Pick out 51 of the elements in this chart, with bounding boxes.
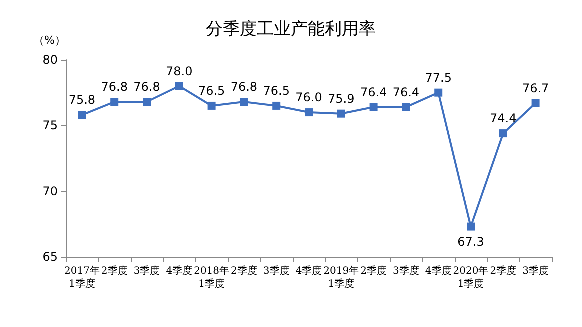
data-label: 74.4 — [490, 112, 517, 126]
point — [467, 222, 475, 231]
point — [337, 110, 346, 118]
data-label: 76.8 — [230, 80, 258, 94]
point — [175, 82, 184, 90]
point — [434, 88, 443, 97]
chart-title: 分季度工业产能利用率 — [206, 20, 376, 40]
point — [110, 98, 119, 106]
point — [402, 103, 410, 112]
x-tick-label: 4季度 — [166, 265, 193, 277]
x-tick-label: 3季度 — [393, 265, 420, 277]
data-label: 76.5 — [198, 84, 226, 98]
x-tick-label: 2季度 — [231, 265, 258, 277]
y-tick-label: 65 — [42, 250, 58, 264]
y-tick-label: 70 — [42, 184, 58, 198]
x-tick-label: 2020年 1季度 — [453, 265, 489, 290]
y-tick-label: 80 — [42, 53, 58, 67]
point — [305, 108, 313, 117]
data-label: 76.0 — [296, 90, 322, 105]
data-label: 78.0 — [166, 64, 193, 78]
x-tick-label: 2017年 1季度 — [64, 265, 100, 290]
x-tick-label: 3季度 — [263, 265, 290, 277]
data-label: 76.5 — [263, 84, 290, 98]
x-tick-label: 2季度 — [490, 265, 517, 277]
data-label: 75.8 — [68, 93, 96, 108]
data-label: 76.4 — [360, 85, 388, 100]
x-tick-label: 2018年 1季度 — [194, 265, 230, 290]
point — [143, 98, 151, 106]
x-tick-label: 3季度 — [134, 265, 160, 277]
data-label: 76.4 — [392, 85, 420, 100]
point — [240, 98, 248, 106]
x-tick-label: 2019年 1季度 — [324, 265, 360, 290]
point — [499, 130, 508, 138]
data-label: 76.7 — [522, 81, 550, 96]
data-label: 77.5 — [425, 70, 452, 85]
x-tick-label: 2季度 — [101, 265, 128, 277]
x-tick-label: 2季度 — [360, 265, 387, 277]
data-label: 67.3 — [458, 234, 484, 249]
data-label: 75.9 — [328, 92, 355, 106]
data-label: 76.8 — [101, 80, 128, 94]
y-tick-label: 75 — [42, 118, 58, 133]
y-axis-title: （%） — [34, 34, 66, 47]
point — [532, 99, 540, 108]
point — [272, 102, 281, 110]
point — [78, 111, 86, 120]
x-tick-label: 3季度 — [522, 265, 549, 277]
point — [370, 103, 378, 112]
x-tick-label: 4季度 — [296, 265, 322, 277]
data-label: 76.8 — [134, 80, 160, 94]
x-tick-label: 4季度 — [425, 265, 452, 277]
point — [208, 102, 216, 110]
